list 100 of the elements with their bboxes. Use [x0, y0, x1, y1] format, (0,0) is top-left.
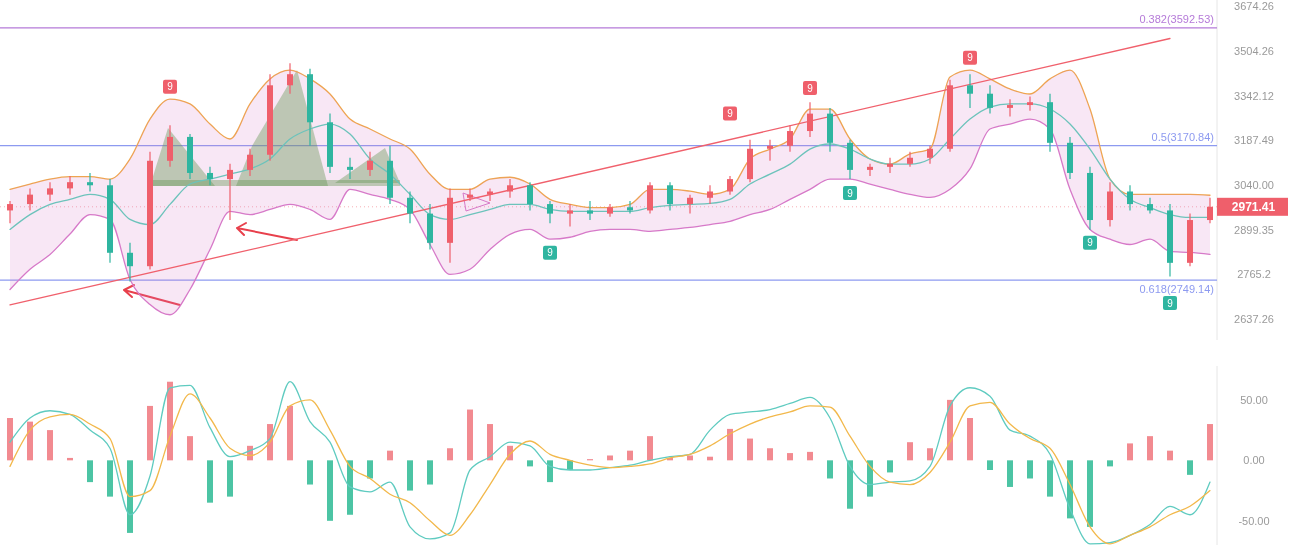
- candlestick: [1127, 184, 1133, 212]
- bar: [927, 448, 933, 461]
- y-tick-label: -50.00: [1238, 514, 1270, 527]
- bar: [647, 436, 653, 461]
- candlestick: [47, 181, 53, 202]
- ref-line-label: 2971.41: [1231, 200, 1276, 214]
- candlestick: [1207, 197, 1213, 224]
- candlestick: [967, 73, 973, 109]
- bar: [1147, 436, 1153, 461]
- bar: [807, 451, 813, 461]
- annotation: 9: [1087, 237, 1094, 249]
- ref-line-label: 0.5(3170.84): [1151, 130, 1214, 143]
- bar: [1167, 450, 1173, 461]
- candlestick: [207, 166, 213, 186]
- bar: [387, 450, 393, 461]
- y-tick-label: 50.00: [1240, 393, 1268, 406]
- ref-line-label: 0.382(3592.53): [1139, 12, 1214, 25]
- ref-line-label: 0.618(2749.14): [1139, 283, 1214, 296]
- bar: [487, 424, 493, 461]
- candlestick: [567, 203, 573, 228]
- candlestick: [807, 101, 813, 138]
- y-tick-label: 3040.00: [1234, 179, 1274, 192]
- y-tick-label: 3187.49: [1234, 134, 1274, 147]
- bar: [1007, 460, 1013, 487]
- y-tick-label: 2637.26: [1234, 313, 1274, 326]
- candlestick: [627, 200, 633, 215]
- bar: [127, 460, 133, 533]
- bar: [327, 460, 333, 521]
- candlestick: [127, 242, 133, 283]
- bar: [167, 381, 173, 461]
- candlestick: [727, 175, 733, 196]
- candlestick: [927, 145, 933, 165]
- bar: [307, 460, 313, 485]
- candlestick: [87, 172, 93, 193]
- bar: [827, 460, 833, 479]
- bar: [907, 442, 913, 461]
- candlestick: [1147, 197, 1153, 215]
- candlestick: [367, 151, 373, 177]
- bar: [7, 418, 13, 461]
- candlestick: [407, 190, 413, 224]
- bar: [347, 460, 353, 515]
- bar: [1027, 460, 1033, 479]
- bar: [627, 450, 633, 461]
- bar: [187, 436, 193, 461]
- bar: [87, 460, 93, 483]
- annotation: 9: [1167, 297, 1174, 309]
- candlestick: [587, 200, 593, 221]
- bar: [147, 405, 153, 461]
- bar: [867, 460, 873, 497]
- y-tick-label: 3342.12: [1234, 89, 1274, 102]
- bar: [527, 460, 533, 467]
- bar: [207, 460, 213, 503]
- bar: [747, 438, 753, 461]
- candlestick: [767, 139, 773, 162]
- candlestick: [167, 124, 173, 168]
- bar: [1207, 424, 1213, 461]
- annotation: 9: [547, 247, 554, 259]
- annotation: 9: [807, 82, 814, 94]
- y-tick-label: 2765.2: [1237, 268, 1271, 281]
- candlestick: [487, 187, 493, 202]
- candlestick: [867, 163, 873, 177]
- bar: [467, 409, 473, 461]
- candlestick: [287, 62, 293, 95]
- bar: [887, 460, 893, 473]
- candlestick: [547, 200, 553, 224]
- candlestick: [27, 187, 33, 212]
- bar: [367, 460, 373, 479]
- bar: [47, 430, 53, 461]
- bar: [287, 405, 293, 461]
- bar: [427, 460, 433, 485]
- candlestick: [887, 157, 893, 174]
- candlestick: [67, 175, 73, 196]
- candlestick: [687, 194, 693, 215]
- candlestick: [527, 181, 533, 212]
- bar: [107, 460, 113, 497]
- y-tick-label: 3504.26: [1234, 45, 1274, 58]
- annotation: 9: [727, 108, 734, 120]
- candlestick: [987, 84, 993, 115]
- bar: [727, 428, 733, 461]
- candlestick: [907, 151, 913, 168]
- candlestick: [247, 148, 253, 177]
- bar: [1087, 460, 1093, 527]
- bar: [1047, 460, 1053, 497]
- bar: [407, 460, 413, 491]
- candlestick: [1027, 95, 1033, 112]
- candlestick: [7, 200, 13, 224]
- candlestick: [227, 163, 233, 221]
- candlestick: [1007, 98, 1013, 118]
- bar: [547, 460, 553, 483]
- bar: [967, 418, 973, 461]
- bar: [1127, 443, 1133, 461]
- candlestick: [787, 124, 793, 153]
- annotation: 9: [167, 81, 174, 93]
- bar: [1107, 460, 1113, 467]
- candlestick: [667, 181, 673, 212]
- y-tick-label: 0.00: [1243, 454, 1265, 467]
- candlestick: [507, 178, 513, 199]
- bar: [787, 453, 793, 461]
- bar: [847, 460, 853, 509]
- candlestick: [707, 184, 713, 205]
